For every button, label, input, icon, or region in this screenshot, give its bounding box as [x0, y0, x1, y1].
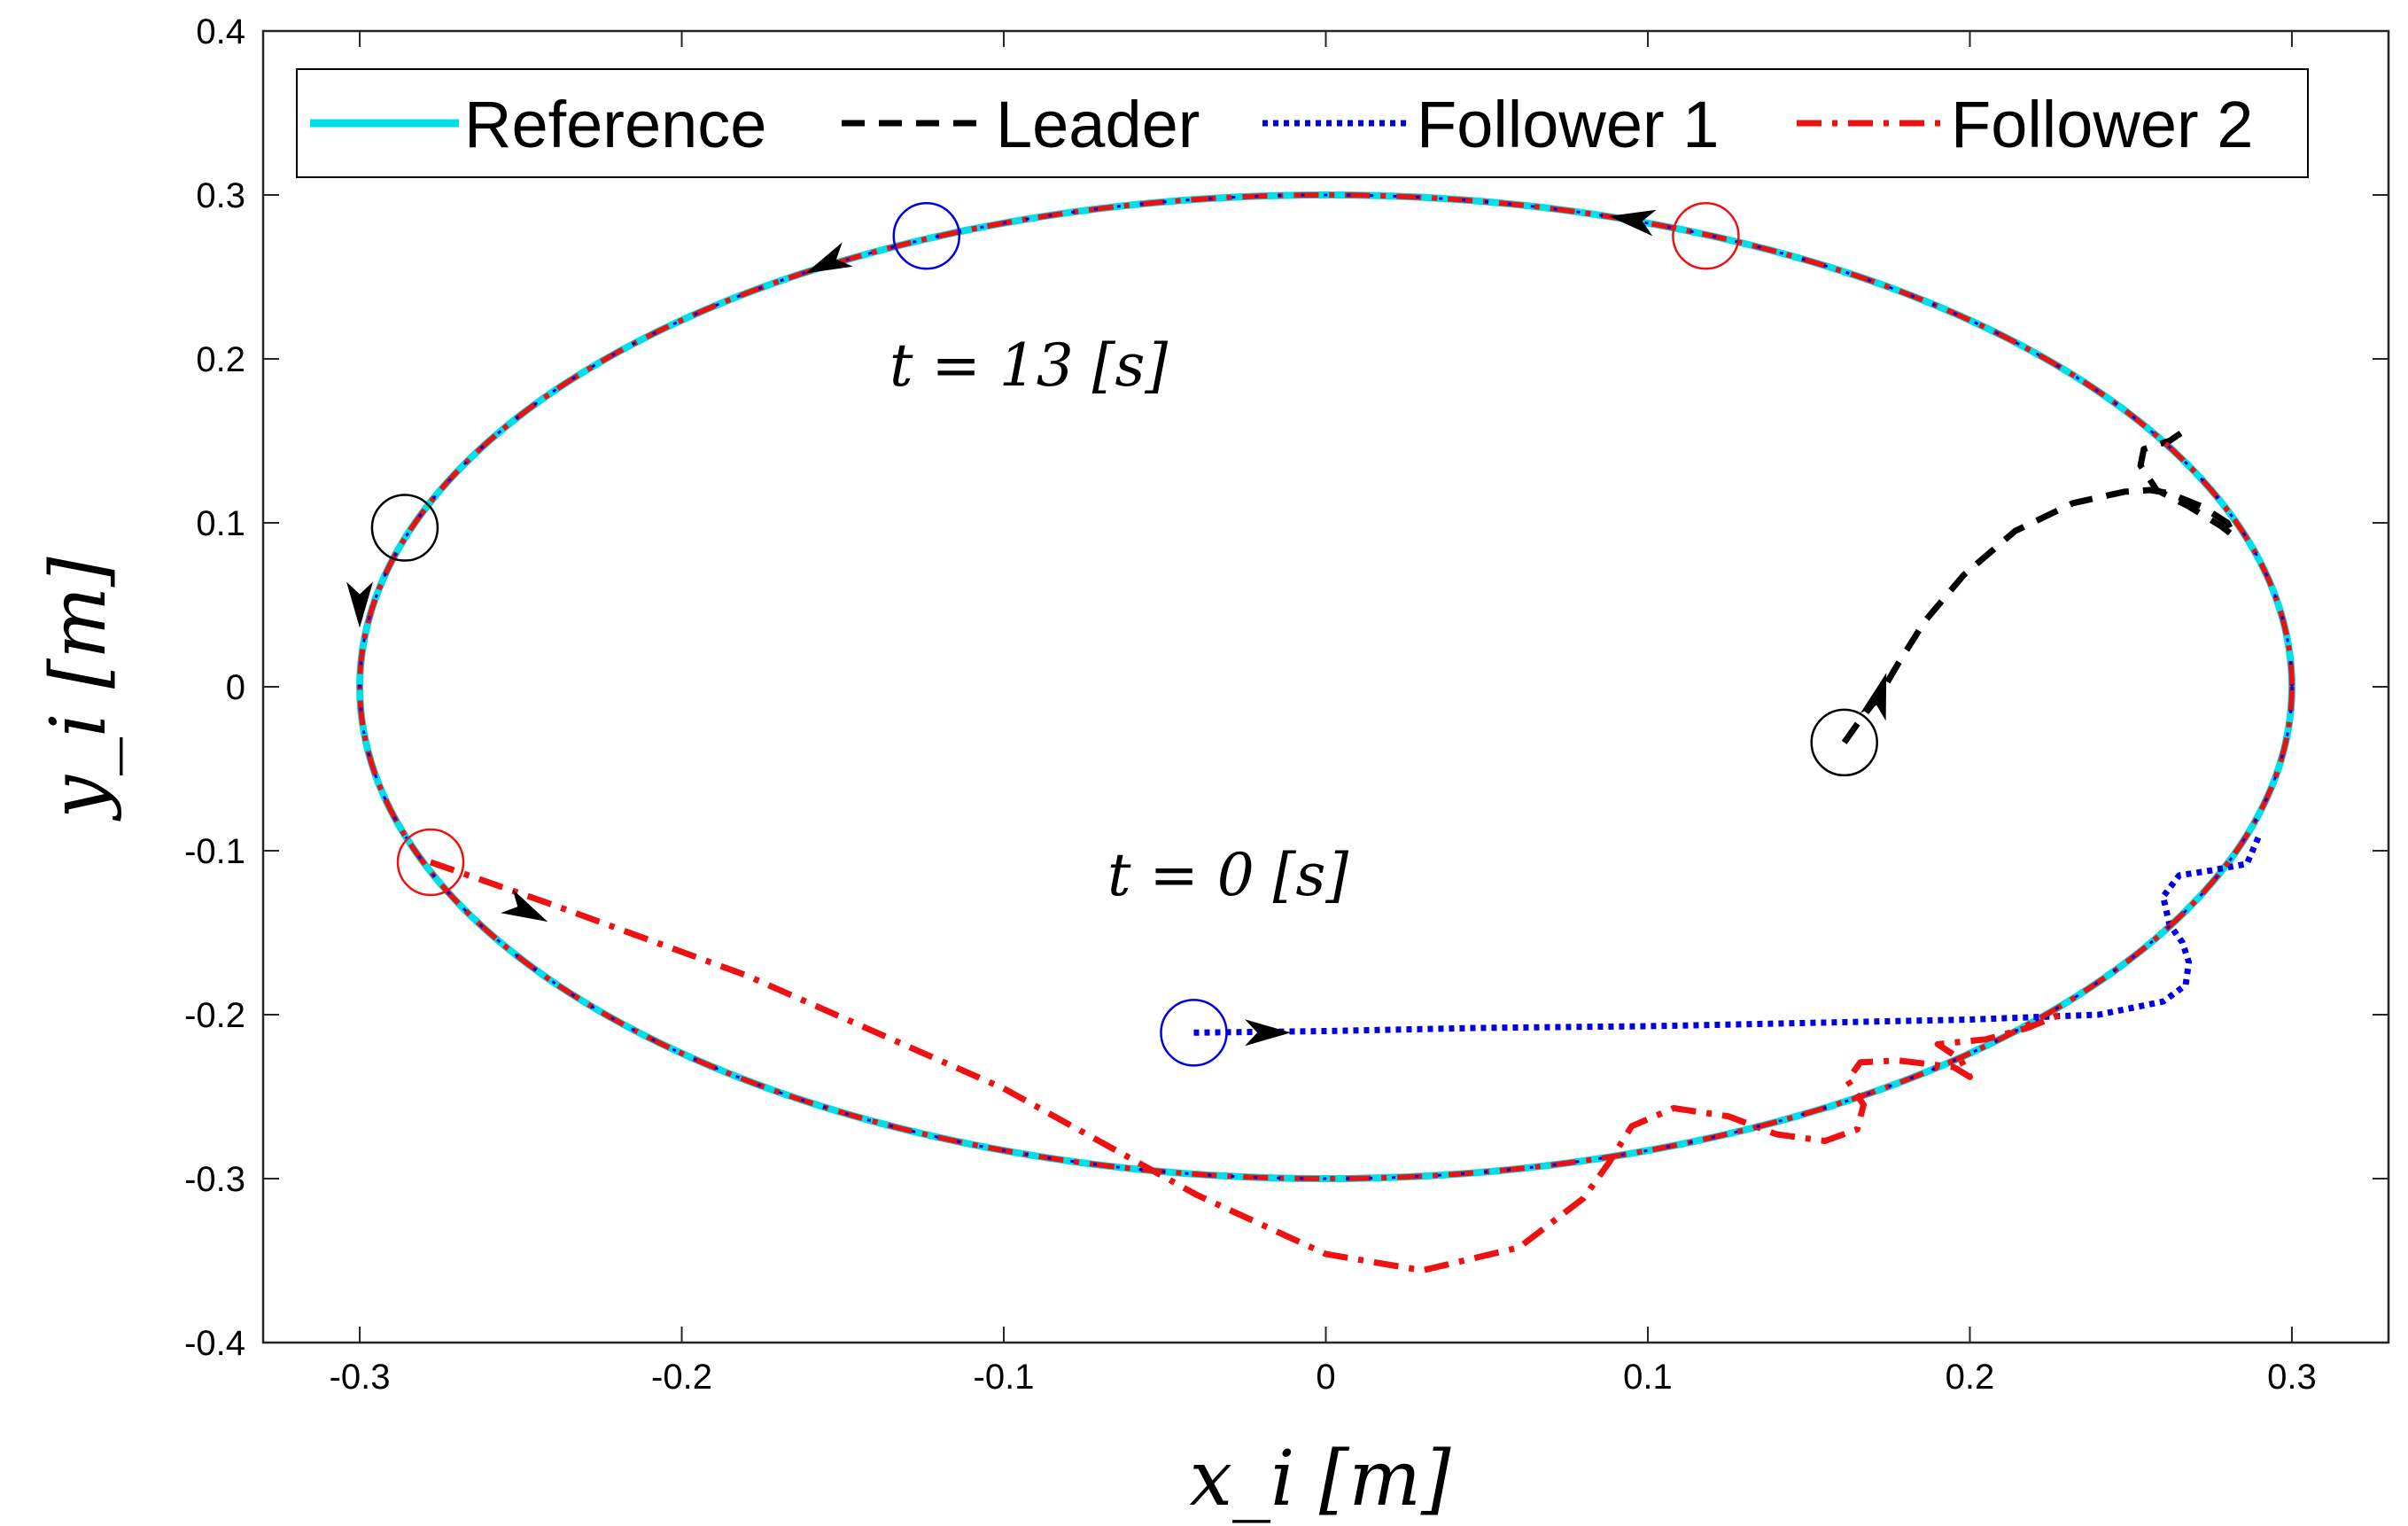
annotation-t0: t = 0 [s]: [1107, 841, 1348, 909]
x-tick-label: 0: [1316, 1358, 1335, 1397]
direction-arrow-2: [1245, 1019, 1292, 1047]
series-leader-path: [1841, 424, 2237, 744]
start-marker-follower-2: [396, 828, 465, 897]
x-tick-label: 0.2: [1946, 1358, 1995, 1397]
end-marker-follower-1: [892, 202, 961, 270]
series-follower-2-path: [429, 859, 2062, 1274]
start-marker-leader: [1810, 708, 1878, 777]
y-tick-label: 0.1: [196, 504, 245, 543]
start-marker-follower-1: [1160, 999, 1228, 1067]
y-tick-label: -0.2: [184, 996, 245, 1035]
x-tick-label: 0.3: [2267, 1358, 2317, 1397]
legend-label-leader: Leader: [996, 88, 1200, 161]
axis-ticks: -0.3 -0.2 -0.1 0 0.1 0.2 0.3 -0.4 -0.3 -0.2 -0.1 0 0…: [184, 12, 2389, 1397]
end-marker-follower-2: [1672, 202, 1740, 270]
y-tick-label: 0.4: [196, 12, 245, 51]
y-tick-label: -0.1: [184, 832, 245, 871]
x-tick-label: -0.1: [974, 1358, 1035, 1397]
y-tick-label: -0.4: [184, 1324, 245, 1363]
y-tick-label: -0.3: [184, 1160, 245, 1199]
series-follower-1-path: [1193, 833, 2263, 1036]
y-tick-label: 0: [226, 668, 245, 707]
annotation-t13: t = 13 [s]: [889, 331, 1168, 400]
y-axis-title: y_i [m]: [35, 557, 123, 822]
legend-label-follower-1: Follower 1: [1417, 88, 1719, 161]
x-tick-label: -0.2: [651, 1358, 712, 1397]
legend-label-follower-2: Follower 2: [1951, 88, 2253, 161]
y-tick-label: 0.2: [196, 340, 245, 379]
x-tick-label: -0.3: [330, 1358, 391, 1397]
direction-arrow-3: [501, 889, 548, 923]
legend-label-reference: Reference: [464, 88, 766, 161]
x-axis-title: x_i [m]: [1190, 1435, 1451, 1523]
y-tick-label: 0.3: [196, 176, 245, 215]
direction-arrow-4: [346, 581, 373, 628]
direction-arrow-6: [1609, 209, 1657, 237]
x-tick-label: 0.1: [1623, 1358, 1673, 1397]
end-marker-leader: [370, 494, 439, 562]
series-follower-1-converged: [358, 193, 2294, 1180]
legend-box: [296, 68, 2309, 178]
direction-arrow-5: [805, 242, 853, 274]
legend: Reference Leader Follower 1 Follower 2: [296, 68, 2309, 178]
direction-arrow-1: [1860, 673, 1887, 721]
